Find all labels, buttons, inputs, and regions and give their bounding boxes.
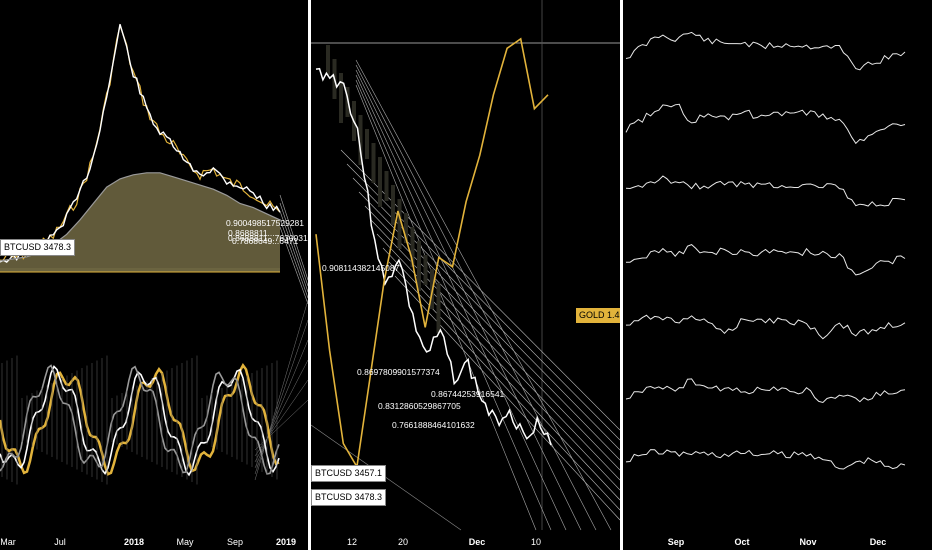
fan-line (365, 206, 620, 470)
series-line (626, 379, 905, 403)
x-tick: 2018 (124, 537, 144, 547)
fan-line (255, 340, 308, 468)
x-tick: Dec (469, 537, 486, 547)
chart-btc-longterm (0, 0, 308, 550)
fib-label: 0.8312860529867705 (378, 401, 461, 411)
panel-multi-series[interactable]: Sep Oct Nov Dec (623, 0, 932, 550)
candle (372, 143, 376, 183)
candle (339, 73, 343, 123)
fan-line (356, 70, 581, 530)
series-line (626, 104, 905, 143)
chart-multi-series (623, 0, 932, 550)
candle (437, 283, 441, 333)
x-tick: Sep (227, 537, 243, 547)
fan-line (255, 320, 308, 474)
x-tick: Nov (799, 537, 816, 547)
fib-label: 0.9081143821450​87 (322, 263, 399, 273)
fib-label: 0.8674425391​6541 (431, 389, 504, 399)
x-tick: Sep (668, 537, 685, 547)
series-line (626, 315, 905, 338)
fib-label: 0.7661888464101632 (392, 420, 475, 430)
x-tick: Jul (54, 537, 66, 547)
candle (326, 45, 330, 75)
x-tick: 20 (398, 537, 408, 547)
candle (424, 255, 428, 285)
series-line (626, 450, 905, 469)
candle (365, 129, 369, 159)
x-tick: Oct (734, 537, 749, 547)
fib-label: 0.8697809901577374 (357, 367, 440, 377)
gold-tag: GOLD 1.42% (576, 308, 620, 323)
x-tick: May (176, 537, 193, 547)
price-tag: BTCUSD 3457.1 (311, 465, 386, 482)
fan-line (356, 80, 551, 530)
fan-line (356, 75, 566, 530)
panel-btc-gold[interactable]: 0.9081143821450​87 0.8697809901577374 0.… (311, 0, 620, 550)
candle (391, 185, 395, 225)
x-tick: Dec (870, 537, 887, 547)
series-line (626, 176, 905, 206)
candle (417, 241, 421, 291)
fan-line (356, 60, 611, 530)
x-tick: 2019 (276, 537, 296, 547)
series-line (626, 32, 905, 69)
candle (378, 157, 382, 207)
x-tick: 10 (531, 537, 541, 547)
fan-line (389, 262, 620, 510)
x-tick: Mar (0, 537, 16, 547)
price-tag: BTCUSD 3478.3 (311, 489, 386, 506)
fan-line (356, 85, 536, 530)
area-base (0, 268, 280, 272)
fan-line (371, 220, 620, 480)
fan-line (280, 219, 308, 298)
price-tag: BTCUSD 3478.3 (0, 239, 75, 256)
fan-line (356, 65, 596, 530)
fan-line (255, 380, 308, 456)
series-line (626, 245, 905, 275)
x-tick: 12 (347, 537, 357, 547)
fib-label: 0.900498517529281 (226, 218, 304, 228)
fan-line (255, 300, 308, 480)
candle (385, 171, 389, 201)
panel-btc-longterm[interactable]: BTCUSD 3478.3 0.900498517529281 0.868881… (0, 0, 308, 550)
fib-label: 0.7868649...6471 (232, 236, 298, 246)
